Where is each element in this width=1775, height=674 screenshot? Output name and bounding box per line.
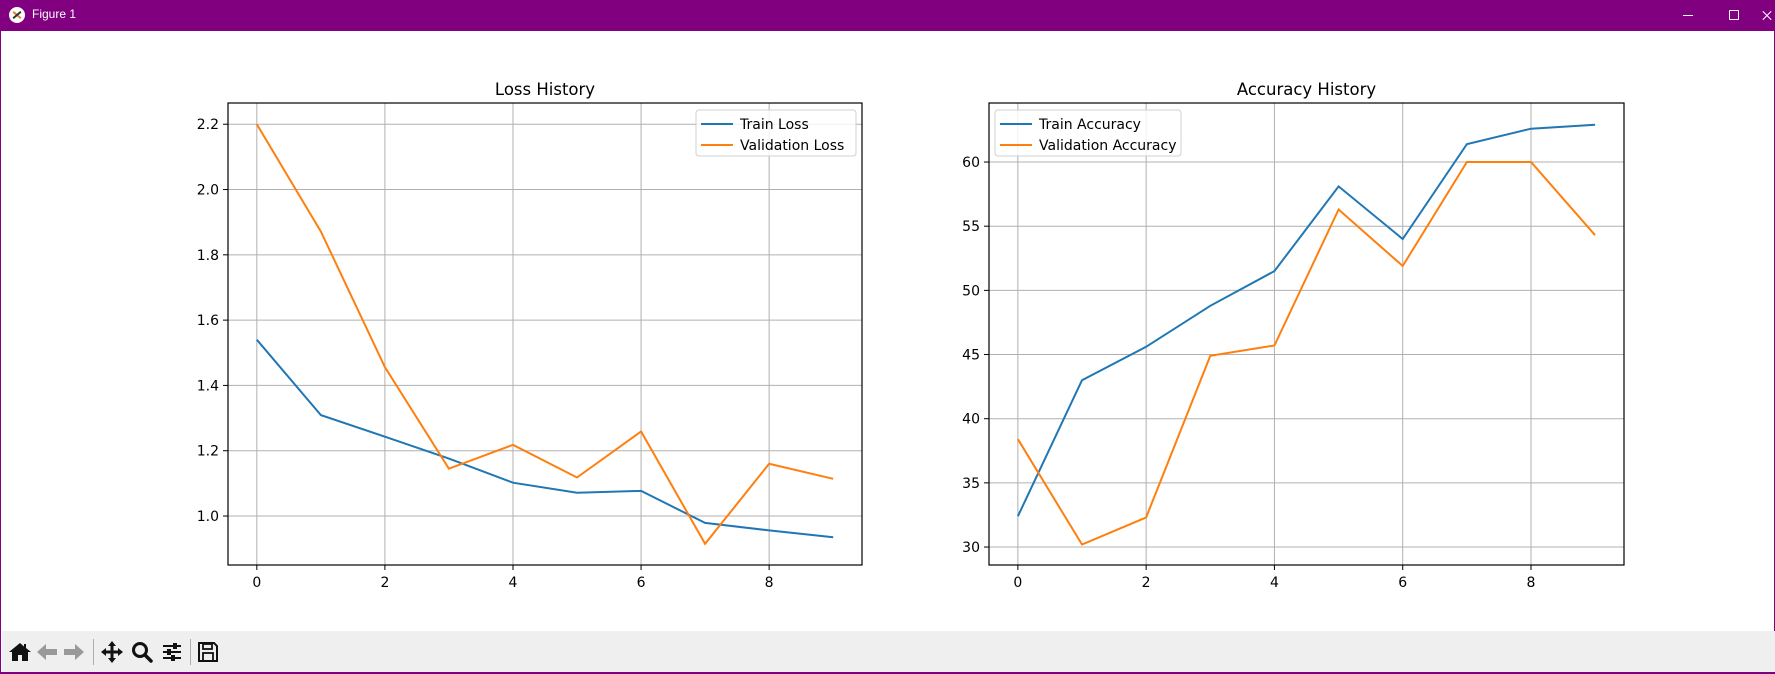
- y-tick-label: 1.2: [197, 444, 219, 460]
- y-axis-ticks: 1.0 1.2 1.4 1.6 1.8 2.0 2.2: [197, 117, 228, 525]
- y-tick-label: 1.6: [197, 313, 219, 329]
- series-line-train-accuracy: [1016, 123, 1596, 517]
- arrow-right-icon: [64, 644, 84, 660]
- back-button[interactable]: [34, 639, 60, 665]
- close-button[interactable]: [1757, 0, 1775, 31]
- loss-history-axes: 0 2 4 6 8 1.0 1.2 1.4 1.6 1.8 2.0 2.2 Loss History…: [197, 80, 863, 591]
- legend[interactable]: Train Loss Validation Loss: [695, 109, 857, 157]
- arrow-left-icon: [37, 644, 57, 660]
- maximize-button[interactable]: [1711, 0, 1757, 31]
- series-lines: [255, 123, 834, 546]
- y-tick-label: 50: [962, 283, 980, 299]
- x-tick-label: 8: [1527, 575, 1536, 591]
- legend-label-validation-loss: Validation Loss: [740, 138, 844, 154]
- x-axis-ticks: 0 2 4 6 8: [252, 565, 774, 591]
- minimize-button[interactable]: [1665, 0, 1711, 31]
- y-tick-label: 2.0: [197, 183, 219, 199]
- grid-lines: [989, 103, 1624, 565]
- accuracy-history-axes: 0 2 4 6 8 30 35 40 45 50 55 60 Accuracy History Tr…: [962, 80, 1625, 591]
- magnifier-icon: [132, 642, 153, 663]
- chart-title: Accuracy History: [1237, 80, 1377, 99]
- series-lines: [1016, 123, 1596, 546]
- y-axis-ticks: 30 35 40 45 50 55 60: [962, 155, 989, 556]
- x-tick-label: 8: [765, 575, 774, 591]
- legend-label-train-accuracy: Train Accuracy: [1038, 117, 1141, 133]
- y-tick-label: 35: [962, 476, 980, 492]
- x-tick-label: 6: [637, 575, 646, 591]
- legend-box: [695, 109, 857, 157]
- x-tick-label: 6: [1398, 575, 1407, 591]
- floppy-disk-icon: [198, 642, 218, 662]
- x-tick-label: 2: [1142, 575, 1151, 591]
- axes-frame: [988, 102, 1625, 566]
- y-tick-label: 55: [962, 219, 980, 235]
- matplotlib-logo-icon: [9, 7, 25, 23]
- y-tick-label: 1.8: [197, 248, 219, 264]
- legend-label-train-loss: Train Loss: [739, 117, 809, 133]
- legend-label-validation-accuracy: Validation Accuracy: [1039, 138, 1177, 154]
- configure-subplots-button[interactable]: [159, 639, 185, 665]
- x-tick-label: 2: [380, 575, 389, 591]
- window-title: Figure 1: [32, 7, 77, 21]
- legend[interactable]: Train Accuracy Validation Accuracy: [994, 109, 1182, 157]
- zoom-button[interactable]: [129, 639, 155, 665]
- home-button[interactable]: [7, 639, 33, 665]
- figure-canvas[interactable]: 0 2 4 6 8 1.0 1.2 1.4 1.6 1.8 2.0 2.2 Loss History…: [2, 31, 1775, 631]
- y-tick-label: 45: [962, 348, 980, 364]
- y-tick-label: 40: [962, 412, 980, 428]
- y-tick-label: 1.4: [197, 378, 219, 394]
- navigation-toolbar: [2, 631, 1775, 672]
- legend-box: [994, 109, 1182, 157]
- save-button[interactable]: [195, 639, 221, 665]
- axes-frame: [227, 102, 863, 566]
- home-icon: [9, 643, 31, 661]
- series-line-validation-loss: [255, 123, 834, 546]
- x-tick-label: 4: [509, 575, 518, 591]
- forward-button[interactable]: [61, 639, 87, 665]
- y-tick-label: 1.0: [197, 509, 219, 525]
- x-tick-label: 0: [1013, 575, 1022, 591]
- toolbar-separator: [190, 639, 191, 665]
- grid-lines: [228, 103, 862, 565]
- toolbar-separator: [93, 639, 94, 665]
- x-tick-label: 0: [252, 575, 261, 591]
- chart-title: Loss History: [495, 80, 595, 99]
- move-icon: [101, 641, 123, 663]
- title-bar: Figure 1: [1, 0, 1775, 31]
- y-tick-label: 30: [962, 540, 980, 556]
- y-tick-label: 2.2: [197, 117, 219, 133]
- series-line-validation-accuracy: [1017, 161, 1596, 546]
- series-line-train-loss: [256, 339, 834, 539]
- sliders-icon: [163, 643, 181, 661]
- pan-button[interactable]: [99, 639, 125, 665]
- y-tick-label: 60: [962, 155, 980, 171]
- x-tick-label: 4: [1270, 575, 1279, 591]
- x-axis-ticks: 0 2 4 6 8: [1013, 565, 1535, 591]
